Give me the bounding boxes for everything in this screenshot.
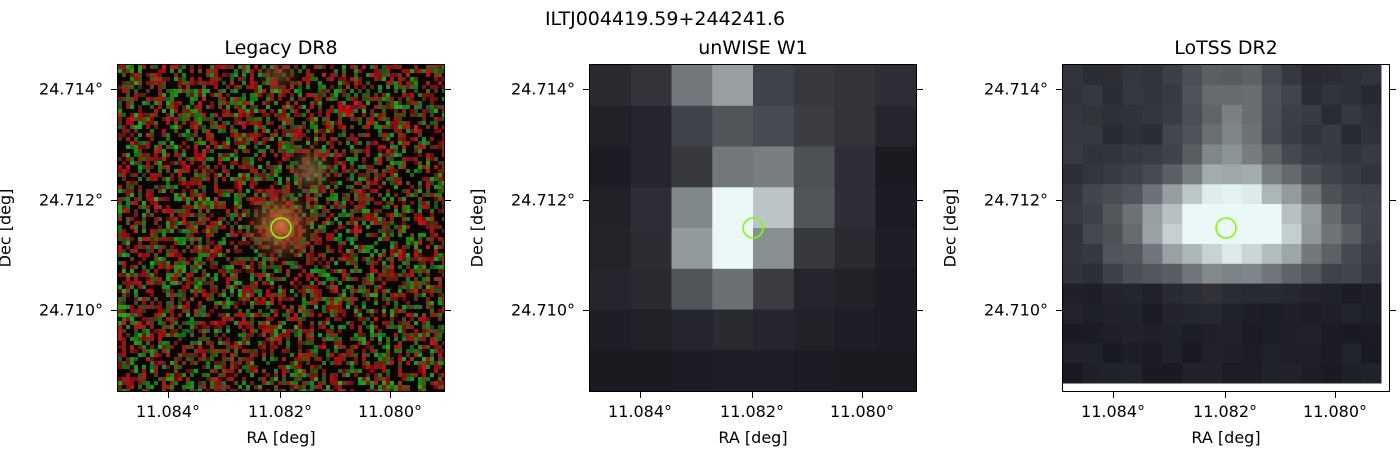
xtick-label: 11.082° — [720, 402, 784, 421]
pixel-grid — [590, 65, 916, 391]
lotss-image — [1063, 65, 1389, 391]
x-axis-label: RA [deg] — [246, 428, 316, 447]
ytick-label: 24.714° — [39, 79, 103, 99]
panel-title: Legacy DR8 — [224, 37, 338, 59]
position-marker-circle — [270, 217, 292, 239]
ytick-label: 24.710° — [984, 300, 1048, 320]
xtick-label: 11.084° — [608, 402, 672, 421]
ytick-label: 24.712° — [984, 190, 1048, 210]
y-axis-label: Dec [deg] — [467, 188, 487, 268]
noise-layer — [118, 65, 444, 391]
xtick-label: 11.082° — [1193, 402, 1257, 421]
edge-glow — [254, 65, 302, 93]
ytick-label: 24.710° — [39, 300, 103, 320]
panel-title: LoTSS DR2 — [1174, 37, 1278, 59]
companion-glow — [285, 140, 337, 200]
panel-lotss-dr2: LoTSS DR2 24.714° 24.712° 24.710° 11.084… — [941, 37, 1396, 447]
xtick-label: 11.080° — [1303, 402, 1367, 421]
image-lotss-dr2 — [1062, 64, 1390, 392]
legacy-image — [118, 65, 444, 391]
xtick-label: 11.082° — [248, 402, 312, 421]
xtick-label: 11.084° — [1081, 402, 1145, 421]
ytick-label: 24.710° — [511, 300, 575, 320]
ytick-label: 24.712° — [39, 190, 103, 210]
y-axis-label: Dec [deg] — [0, 188, 15, 268]
figure-title: ILTJ004419.59+244241.6 — [544, 8, 786, 30]
ytick-label: 24.714° — [511, 79, 575, 99]
pixel-grid — [1063, 65, 1382, 384]
position-marker-circle — [742, 217, 764, 239]
image-unwise-w1 — [589, 64, 917, 392]
ytick-label: 24.714° — [984, 79, 1048, 99]
image-legacy-dr8 — [117, 64, 445, 392]
x-axis-label: RA [deg] — [1191, 428, 1261, 447]
y-axis-label: Dec [deg] — [940, 188, 960, 268]
xtick-label: 11.084° — [136, 402, 200, 421]
position-marker-circle — [1215, 217, 1237, 239]
panel-legacy-dr8: Legacy DR8 — [0, 37, 451, 447]
ytick-label: 24.712° — [511, 190, 575, 210]
panel-title: unWISE W1 — [698, 37, 808, 59]
unwise-image — [590, 65, 916, 391]
x-axis-label: RA [deg] — [718, 428, 788, 447]
panel-unwise-w1: unWISE W1 24.714° 24.712° 24.710° 11.084… — [468, 37, 923, 447]
xtick-label: 11.080° — [358, 402, 422, 421]
xtick-label: 11.080° — [830, 402, 894, 421]
source-glow — [241, 181, 321, 269]
